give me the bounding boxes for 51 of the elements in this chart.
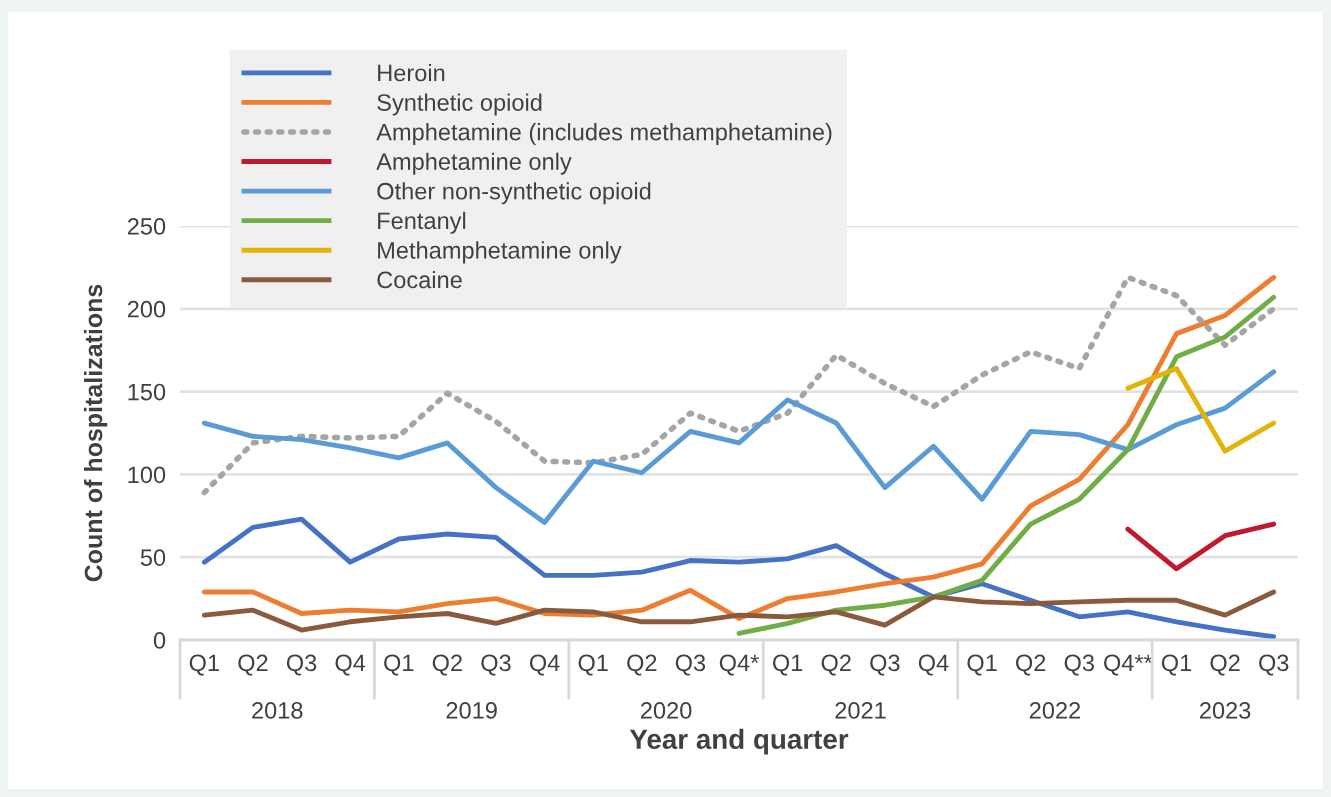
y-tick-label: 100 — [128, 466, 166, 484]
y-tick-label: 50 — [140, 549, 166, 566]
x-tick-label: Q3 — [1259, 654, 1289, 676]
y-tick-label: 200 — [127, 300, 166, 318]
line-series — [736, 294, 1277, 636]
x-tick-label: Q3 — [1064, 654, 1094, 676]
x-tick-label: Q3 — [481, 654, 511, 676]
x-axis-title: Year and quarter — [629, 728, 849, 755]
legend-label: Other non-synthetic opioid — [377, 182, 651, 205]
x-tick-label: Q4* — [719, 654, 759, 676]
x-tick-label: Q3 — [286, 654, 317, 676]
text: 2023 — [1200, 702, 1251, 719]
legend-label: Fentanyl — [378, 211, 466, 234]
line-series — [201, 589, 1277, 633]
x-tick-label: Q4 — [918, 654, 949, 676]
x-tick-label: Q2 — [1210, 654, 1240, 676]
legend-label: Methamphetamine only — [378, 241, 622, 264]
legend-label: Heroin — [378, 63, 445, 82]
x-tick-label: Q2 — [821, 654, 851, 676]
text: 2022 — [1029, 702, 1081, 719]
y-tick-label: 0 — [153, 632, 166, 649]
text: 2020 — [641, 702, 692, 719]
x-tick-label: Q3 — [870, 654, 900, 676]
line-series — [1125, 365, 1277, 454]
y-axis-title: Count of hospitalizations — [83, 284, 108, 582]
x-tick-label: Q1 — [189, 654, 219, 676]
x-tick-label: Q1 — [384, 654, 414, 676]
x-tick-label: Q4** — [1104, 654, 1153, 676]
legend-label: Synthetic opioid — [377, 93, 542, 116]
y-tick-label: 150 — [128, 383, 166, 401]
y-tick-label: 250 — [127, 218, 166, 235]
x-tick-label: Q1 — [772, 654, 803, 676]
x-tick-label: Q3 — [675, 654, 706, 676]
line-series — [201, 369, 1277, 525]
x-tick-label: Q2 — [238, 654, 268, 676]
legend-label: Cocaine — [377, 270, 462, 289]
x-tick-label: Q4 — [335, 654, 366, 676]
legend-label: Amphetamine only — [376, 152, 572, 175]
text: 2019 — [446, 702, 497, 719]
x-tick-label: Q2 — [1016, 654, 1046, 676]
x-tick-label: Q2 — [627, 654, 657, 676]
x-tick-label: Q1 — [578, 654, 608, 676]
line-series — [201, 516, 1277, 640]
text: 2021 — [835, 702, 886, 719]
text: 2018 — [252, 702, 303, 719]
x-tick-label: Q4 — [529, 654, 560, 676]
x-tick-label: Q1 — [1161, 654, 1192, 676]
x-tick-label: Q1 — [967, 654, 997, 676]
line-series — [1125, 521, 1277, 572]
x-tick-label: Q2 — [432, 654, 462, 676]
legend-label: Amphetamine (includes methamphetamine) — [376, 123, 832, 146]
